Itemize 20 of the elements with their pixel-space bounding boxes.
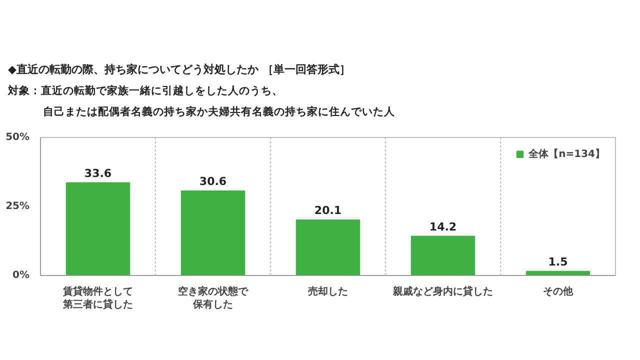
data-label: 30.6 [199, 175, 227, 188]
x-tick-label: 賃貸物件として第三者に貸した [62, 286, 133, 311]
y-tick-label: 0% [12, 270, 30, 281]
x-tick-label: 親戚など身内に貸した [392, 286, 493, 298]
y-tick-label: 50% [6, 132, 30, 143]
data-label: 1.5 [548, 255, 568, 268]
chart-subtitle: 対象：直近の転勤で家族一緒に引越しをした人のうち、自己または配偶者名義の持ち家か夫婦共有名義の持ち家に住んでいた人 [8, 84, 395, 120]
chart-title: ◆直近の転勤の際、持ち家についてどう対処したか ［単一回答形式］ [8, 62, 350, 78]
y-tick-label: 25% [6, 201, 30, 212]
data-label: 20.1 [314, 204, 342, 218]
x-tick-label: 空き家の状態で保有した [178, 286, 249, 311]
bar [410, 236, 476, 276]
x-tick-label: 売却した [308, 286, 348, 298]
data-label: 14.2 [429, 220, 457, 234]
bar [66, 182, 130, 276]
x-tick-label: その他 [543, 286, 574, 298]
legend-label: 全体【n=134】 [528, 148, 605, 161]
bar [296, 220, 360, 276]
data-label: 33.6 [84, 166, 112, 180]
bar [180, 190, 246, 276]
